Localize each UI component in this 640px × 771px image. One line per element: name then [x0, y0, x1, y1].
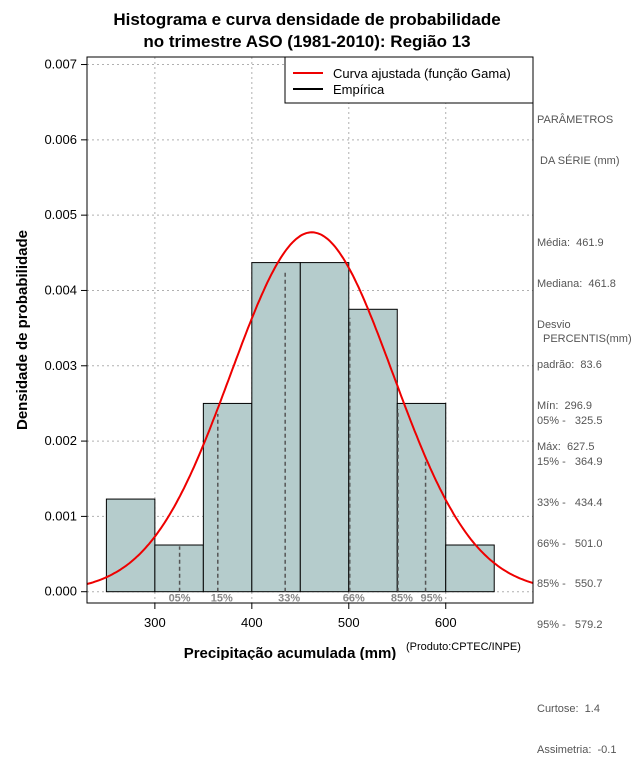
percentile-label: 33% [278, 593, 300, 605]
y-tick-label: 0.000 [44, 584, 77, 599]
percentis-panel: PERCENTIS(mm) 05% - 325.5 15% - 364.9 33… [537, 306, 632, 771]
stat-max: Máx: 627.5 [537, 440, 595, 453]
histogram-bar [348, 308, 398, 593]
stat-curtose: Curtose: 1.4 [537, 703, 600, 716]
gamma-curve [86, 231, 534, 585]
percentile-label: 95% [421, 593, 443, 605]
histogram-bar [445, 544, 495, 593]
x-tick-label: 400 [241, 615, 263, 630]
params-title-2: DA SÉRIE (mm) [537, 154, 620, 167]
pct-85: 85% - 550.7 [537, 578, 603, 591]
x-tick-label: 500 [338, 615, 360, 630]
histogram-bar [251, 262, 301, 593]
stat-desvio-1: Desvio [537, 318, 571, 331]
pct-15: 15% - 364.9 [537, 455, 603, 468]
percentis-title: PERCENTIS(mm) [543, 333, 632, 346]
gamma-curve-layer [86, 231, 534, 585]
y-tick-label: 0.004 [44, 282, 77, 297]
histogram-bars [105, 262, 495, 593]
percentile-label: 66% [343, 593, 365, 605]
y-tick-label: 0.003 [44, 358, 77, 373]
percentile-label: 05% [169, 593, 191, 605]
stat-min: Mín: 296.9 [537, 400, 593, 413]
x-tick-label: 600 [435, 615, 457, 630]
percentile-lines: 05% 15% 33% 66% 85% 95% [169, 272, 443, 605]
pct-05: 05% - 325.5 [537, 415, 603, 428]
percentile-label: 85% [391, 593, 413, 605]
percentile-label: 15% [211, 593, 233, 605]
pct-66: 66% - 501.0 [537, 537, 603, 550]
histogram-bar [202, 402, 253, 593]
side-panel: PARÂMETROS DA SÉRIE (mm) Média: 461.9 Me… [537, 87, 620, 468]
axes: 300 400 500 600 0.000 0.001 0.002 0.003 0.004 0.0… [44, 57, 456, 630]
legend-box [284, 56, 534, 104]
y-tick-label: 0.001 [44, 508, 77, 523]
y-tick-label: 0.005 [44, 207, 77, 222]
pct-95: 95% - 579.2 [537, 619, 603, 632]
y-tick-label: 0.007 [44, 57, 77, 72]
legend-label-fitted: Curva ajustada (função Gama) [333, 66, 511, 81]
chart-title-line2: no trimestre ASO (1981-2010): Região 13 [143, 32, 470, 51]
y-tick-label: 0.002 [44, 433, 77, 448]
stat-assimetria: Assimetria: -0.1 [537, 743, 617, 756]
params-title-1: PARÂMETROS [537, 114, 614, 127]
legend-label-empirical: Empírica [333, 82, 385, 97]
histogram-bar [299, 262, 350, 593]
chart-title-line1: Histograma e curva densidade de probabil… [113, 10, 500, 29]
stat-media: Média: 461.9 [537, 236, 604, 249]
legend: Curva ajustada (função Gama) Empírica [284, 56, 534, 104]
x-tick-label: 300 [144, 615, 166, 630]
y-axis-label: Densidade de probabilidade [14, 230, 31, 430]
credit-label: (Produto:CPTEC/INPE) [406, 641, 521, 653]
stat-mediana: Mediana: 461.8 [537, 277, 616, 290]
stat-desvio-2: padrão: 83.6 [537, 359, 602, 372]
pct-33: 33% - 434.4 [537, 496, 603, 509]
y-tick-label: 0.006 [44, 132, 77, 147]
x-axis-label: Precipitação acumulada (mm) [184, 645, 397, 660]
histogram-bar [396, 402, 447, 593]
histogram-chart: 05% 15% 33% 66% 85% 95% 300 400 500 600 0.000 0.00… [14, 10, 534, 660]
